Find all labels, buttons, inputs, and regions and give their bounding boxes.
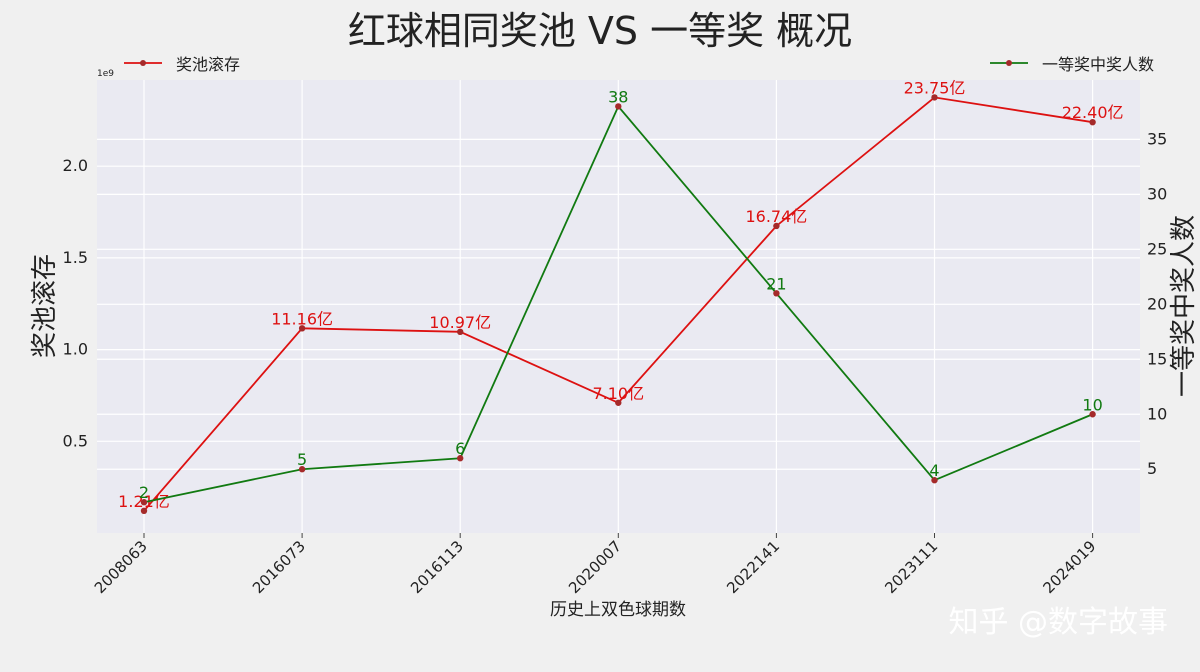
y-tick-label-right: 5 xyxy=(1147,459,1157,478)
y-gridlines xyxy=(97,138,1140,470)
data-label: 11.16亿 xyxy=(271,309,333,328)
data-label: 10.97亿 xyxy=(429,313,491,332)
data-point xyxy=(1089,118,1096,126)
data-point xyxy=(457,328,464,336)
data-point xyxy=(773,290,780,297)
legend-winners-marker xyxy=(1006,60,1012,66)
data-label: 2 xyxy=(139,483,149,502)
data-label: 21 xyxy=(766,274,786,293)
data-label: 6 xyxy=(455,439,465,458)
x-tick-label: 2022141 xyxy=(723,537,783,597)
data-label: 10 xyxy=(1082,395,1102,414)
y-tick-label-right: 35 xyxy=(1147,129,1167,148)
y-tick-label-right: 25 xyxy=(1147,239,1167,258)
data-point xyxy=(140,507,148,515)
y-axis-label-left: 奖池滚存 xyxy=(30,254,60,358)
data-point xyxy=(140,499,148,506)
y-offset-text: 1e9 xyxy=(97,69,114,79)
data-label: 22.40亿 xyxy=(1062,103,1124,122)
data-point xyxy=(298,325,306,332)
data-point xyxy=(298,466,306,473)
x-tick-label: 2008063 xyxy=(91,537,151,597)
x-tick-label: 2023111 xyxy=(881,537,941,597)
legend-pool-marker xyxy=(140,60,146,66)
y-tick-label-right: 20 xyxy=(1147,294,1167,313)
x-gridlines xyxy=(143,80,1094,533)
y-tick-label-left: 0.5 xyxy=(63,431,88,450)
legend-winners-label: 一等奖中奖人数 xyxy=(1042,55,1154,74)
data-point xyxy=(931,94,938,101)
legend-pool-label: 奖池滚存 xyxy=(176,55,240,74)
x-ticks: 2008063 2016073 2016113 2020007 2022141 20231… xyxy=(91,533,1099,597)
y-tick-label-right: 10 xyxy=(1147,404,1167,423)
x-tick-label: 2020007 xyxy=(565,537,625,597)
series-group: 1.21亿11.16亿10.97亿7.10亿16.74亿23.75亿22.40亿… xyxy=(118,78,1124,515)
y-tick-label-right: 15 xyxy=(1147,349,1167,368)
data-label: 23.75亿 xyxy=(904,78,966,97)
data-point xyxy=(773,222,780,230)
x-tick-label: 2016073 xyxy=(249,537,309,597)
chart-title: 红球相同奖池 VS 一等奖 概况 xyxy=(348,9,852,53)
data-point xyxy=(931,477,938,484)
y-tick-label-left: 1.5 xyxy=(63,248,88,267)
data-point xyxy=(615,399,622,406)
data-label: 16.74亿 xyxy=(745,207,807,226)
y-tick-label-left: 1.0 xyxy=(63,340,88,359)
y-tick-label-right: 30 xyxy=(1147,184,1167,203)
y-tick-label-left: 2.0 xyxy=(63,156,88,175)
y-ticks-left: 0.5 1.0 1.5 2.0 xyxy=(63,156,88,450)
x-tick-label: 2024019 xyxy=(1039,537,1099,597)
data-point xyxy=(1089,411,1096,418)
data-point xyxy=(457,455,464,462)
legend-winners: 一等奖中奖人数 xyxy=(990,55,1154,74)
watermark: 知乎 @数字故事 xyxy=(948,605,1168,640)
data-label: 5 xyxy=(297,450,307,469)
data-point xyxy=(615,103,622,110)
legend-pool: 奖池滚存 xyxy=(124,55,240,74)
data-label: 38 xyxy=(608,87,628,106)
data-label: 4 xyxy=(929,461,939,480)
x-axis-label: 历史上双色球期数 xyxy=(550,600,686,620)
x-tick-label: 2016113 xyxy=(407,537,467,597)
y-axis-label-right: 一等奖中奖人数 xyxy=(1169,215,1199,397)
y-ticks-right: 5 10 15 20 25 30 35 xyxy=(1147,129,1167,478)
data-label: 7.10亿 xyxy=(592,384,644,403)
